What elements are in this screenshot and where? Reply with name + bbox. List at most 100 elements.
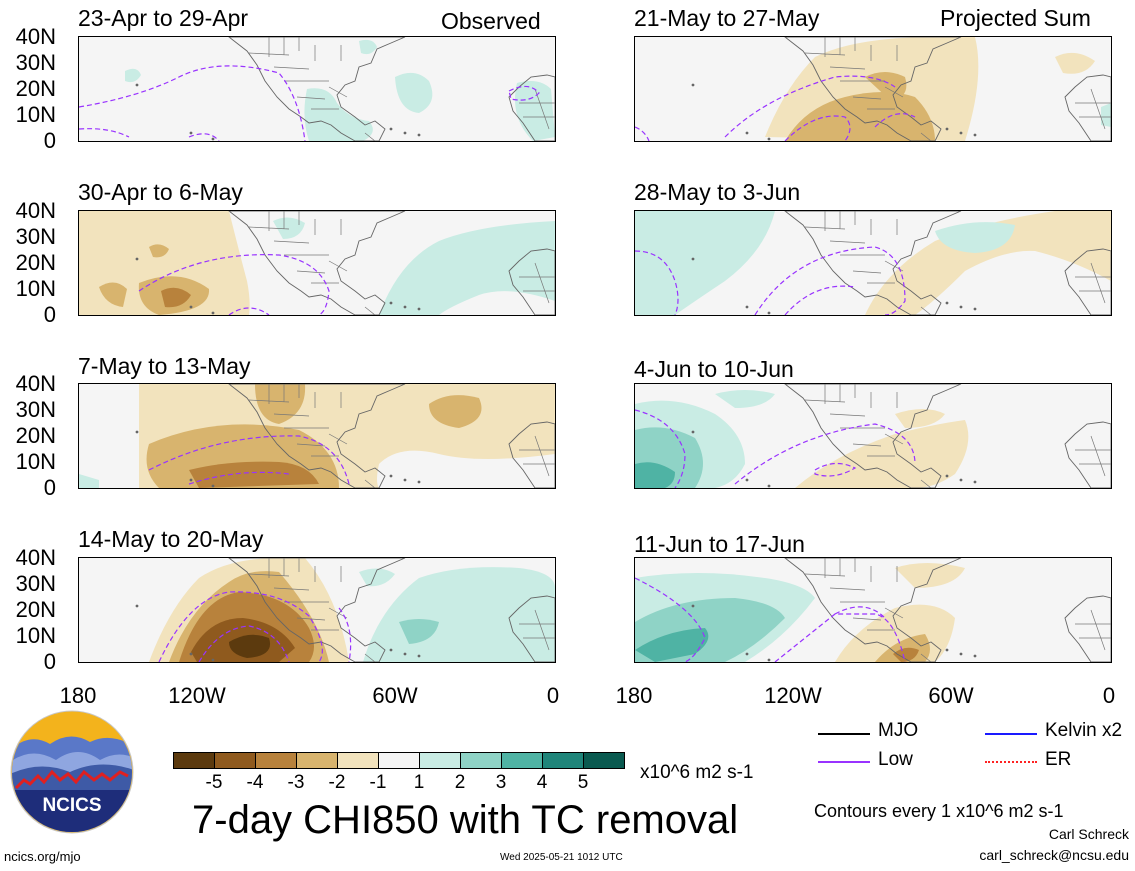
island <box>135 83 139 87</box>
colorbar-swatch <box>337 752 379 769</box>
country-borders <box>248 558 555 662</box>
anomaly-shading <box>79 474 99 488</box>
lon-label: 120W <box>764 683 822 708</box>
lat-label: 10N <box>15 276 56 301</box>
island <box>745 478 749 482</box>
anomaly-shading <box>273 217 305 239</box>
colorbar-swatch <box>460 752 502 769</box>
colorbar-label: 2 <box>454 772 466 793</box>
lon-label: 0 <box>546 683 560 708</box>
panel-title-5: 21-May to 27-May <box>634 5 820 31</box>
map-panel-projected-3 <box>634 383 1112 489</box>
lat-label: 40N <box>15 545 56 570</box>
anomaly-shading <box>359 39 377 55</box>
island <box>745 131 749 135</box>
er-legend-label: ER <box>1045 749 1072 770</box>
anomaly-shading <box>149 244 169 258</box>
anomaly-shading <box>895 409 945 428</box>
main-title: 7-day CHI850 with TC removal <box>192 798 739 842</box>
lat-label: 40N <box>15 198 56 223</box>
coastline <box>784 37 1111 141</box>
low-legend-label: Low <box>878 749 913 770</box>
timestamp: Wed 2025-05-21 1012 UTC <box>500 852 623 863</box>
anomaly-shading <box>895 563 965 588</box>
lat-label: 40N <box>15 371 56 396</box>
colorbar-units: x10^6 m2 s-1 <box>640 762 754 783</box>
lon-label: 60W <box>928 683 974 708</box>
anomaly-shading <box>865 211 1111 315</box>
map-panel-projected-4 <box>634 557 1112 663</box>
island <box>973 133 977 137</box>
low-frequency-contour <box>834 606 886 619</box>
island <box>973 480 977 484</box>
island <box>211 137 215 141</box>
low-legend-line <box>818 761 870 763</box>
country-borders <box>248 384 555 488</box>
island <box>767 137 771 141</box>
anomaly-shading <box>1101 103 1111 127</box>
coastline <box>784 384 1111 488</box>
colorbar-label: 1 <box>413 772 425 793</box>
island <box>691 257 695 261</box>
island <box>417 480 421 484</box>
colorbar-swatch <box>296 752 338 769</box>
country-borders <box>248 37 555 141</box>
anomaly-shading <box>865 72 907 101</box>
island <box>135 257 139 261</box>
er-legend-line <box>985 761 1037 763</box>
island <box>973 307 977 311</box>
anomaly-shading <box>785 92 935 141</box>
observed-label: Observed <box>441 8 541 34</box>
island <box>211 484 215 488</box>
island <box>745 305 749 309</box>
anomaly-shading <box>399 619 439 644</box>
low-frequency-contour <box>874 113 916 128</box>
coastline <box>228 384 555 488</box>
panel-title-4: 14-May to 20-May <box>78 526 264 552</box>
island <box>959 305 963 309</box>
anomaly-shading <box>379 221 555 315</box>
lat-label: 0 <box>43 475 56 500</box>
island <box>389 648 393 652</box>
lon-label: 0 <box>1102 683 1116 708</box>
low-frequency-contour <box>635 126 650 141</box>
contour-note: Contours every 1 x10^6 m2 s-1 <box>814 801 1064 821</box>
island <box>691 83 695 87</box>
low-frequency-contour <box>338 607 352 662</box>
island <box>973 654 977 658</box>
ncics-url: ncics.org/mjo <box>4 849 81 864</box>
low-frequency-contour <box>508 85 540 101</box>
panel-title-1: 23-Apr to 29-Apr <box>78 5 249 31</box>
panel-title-8: 11-Jun to 17-Jun <box>634 531 805 557</box>
island <box>767 311 771 315</box>
anomaly-shading <box>255 384 306 424</box>
panel-title-7: 4-Jun to 10-Jun <box>634 356 794 382</box>
anomaly-shading <box>363 567 555 662</box>
island <box>189 131 193 135</box>
low-frequency-contour <box>734 423 916 485</box>
panel-title-6: 28-May to 3-Jun <box>634 179 801 205</box>
map-panel-observed-4 <box>78 557 556 663</box>
anomaly-shading <box>635 462 675 488</box>
colorbar-swatch <box>378 752 420 769</box>
anomaly-shading <box>99 282 127 307</box>
lat-label: 20N <box>15 250 56 275</box>
anomaly-shading <box>229 634 271 658</box>
island <box>135 604 139 608</box>
low-frequency-contour <box>724 75 896 138</box>
colorbar-label: -4 <box>246 772 264 793</box>
low-frequency-contour <box>79 65 306 141</box>
island <box>389 127 393 131</box>
lat-label: 40N <box>15 24 56 49</box>
projected-label: Projected Sum <box>940 5 1091 31</box>
colorbar-swatch <box>255 752 297 769</box>
anomaly-shading <box>359 568 395 587</box>
colorbar-swatch <box>214 752 256 769</box>
map-graphic <box>635 384 1111 488</box>
island <box>403 652 407 656</box>
low-frequency-contour <box>814 462 857 477</box>
island <box>189 305 193 309</box>
low-frequency-contour <box>138 254 330 315</box>
coastline <box>784 558 1111 662</box>
coastline <box>784 211 1111 315</box>
